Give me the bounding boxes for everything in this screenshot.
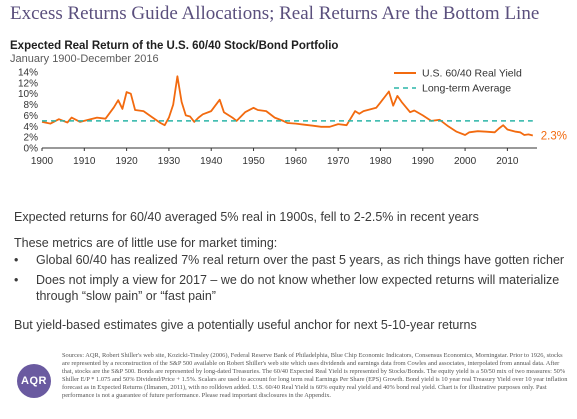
market-timing-heading: These metrics are of little use for mark…	[14, 236, 278, 250]
y-tick-label: 0%	[24, 144, 39, 155]
y-tick-label: 12%	[18, 78, 38, 89]
x-tick-label: 1950	[242, 156, 265, 167]
bullet-item: Global 60/40 has realized 7% real return…	[14, 252, 569, 268]
legend-label: Long-term Average	[422, 83, 511, 95]
y-axis: 0%2%4%6%8%10%12%14%	[18, 68, 38, 155]
x-tick-label: 1900	[31, 156, 54, 167]
end-value-label: 2.3%	[541, 131, 567, 143]
series-layer	[41, 75, 534, 137]
bullet-item: Does not imply a view for 2017 – we do n…	[14, 272, 569, 304]
x-tick-label: 1920	[115, 156, 138, 167]
y-tick-label: 4%	[24, 122, 39, 133]
x-tick-label: 1930	[158, 156, 181, 167]
y-tick-label: 8%	[24, 100, 39, 111]
line-chart: 0%2%4%6%8%10%12%14% 1900 1910 1920 1930 1940…	[18, 68, 567, 168]
y-tick-label: 6%	[24, 111, 39, 122]
aqr-logo: AQR	[17, 364, 51, 398]
chart-legend: U.S. 60/40 Real Yield Long-term Average	[394, 68, 522, 95]
x-tick-label: 1970	[327, 156, 350, 167]
x-tick-label: 1910	[73, 156, 96, 167]
y-tick-label: 2%	[24, 133, 39, 144]
x-axis: 1900 1910 1920 1930 1940 1950 1960 1970 1980 1990…	[31, 147, 537, 167]
bullet-list: Global 60/40 has realized 7% real return…	[14, 252, 569, 308]
conclusion-line: But yield-based estimates give a potenti…	[14, 318, 477, 332]
x-tick-label: 2000	[454, 156, 477, 167]
x-tick-label: 1960	[285, 156, 308, 167]
x-tick-label: 1990	[412, 156, 435, 167]
legend-label: U.S. 60/40 Real Yield	[422, 68, 522, 80]
summary-line: Expected returns for 60/40 averaged 5% r…	[14, 210, 479, 224]
y-tick-label: 10%	[18, 89, 38, 100]
chart-subtitle: January 1900-December 2016	[10, 53, 159, 65]
x-tick-label: 1980	[369, 156, 392, 167]
sources-footnote: Sources: AQR, Robert Shiller's web site,…	[62, 352, 568, 399]
y-tick-label: 14%	[18, 68, 38, 79]
chart-title: Expected Real Return of the U.S. 60/40 S…	[10, 40, 339, 52]
real-yield-line	[41, 75, 534, 137]
slide-title: Excess Returns Guide Allocations; Real R…	[10, 3, 540, 24]
x-tick-label: 1940	[200, 156, 223, 167]
x-tick-label: 2010	[496, 156, 519, 167]
